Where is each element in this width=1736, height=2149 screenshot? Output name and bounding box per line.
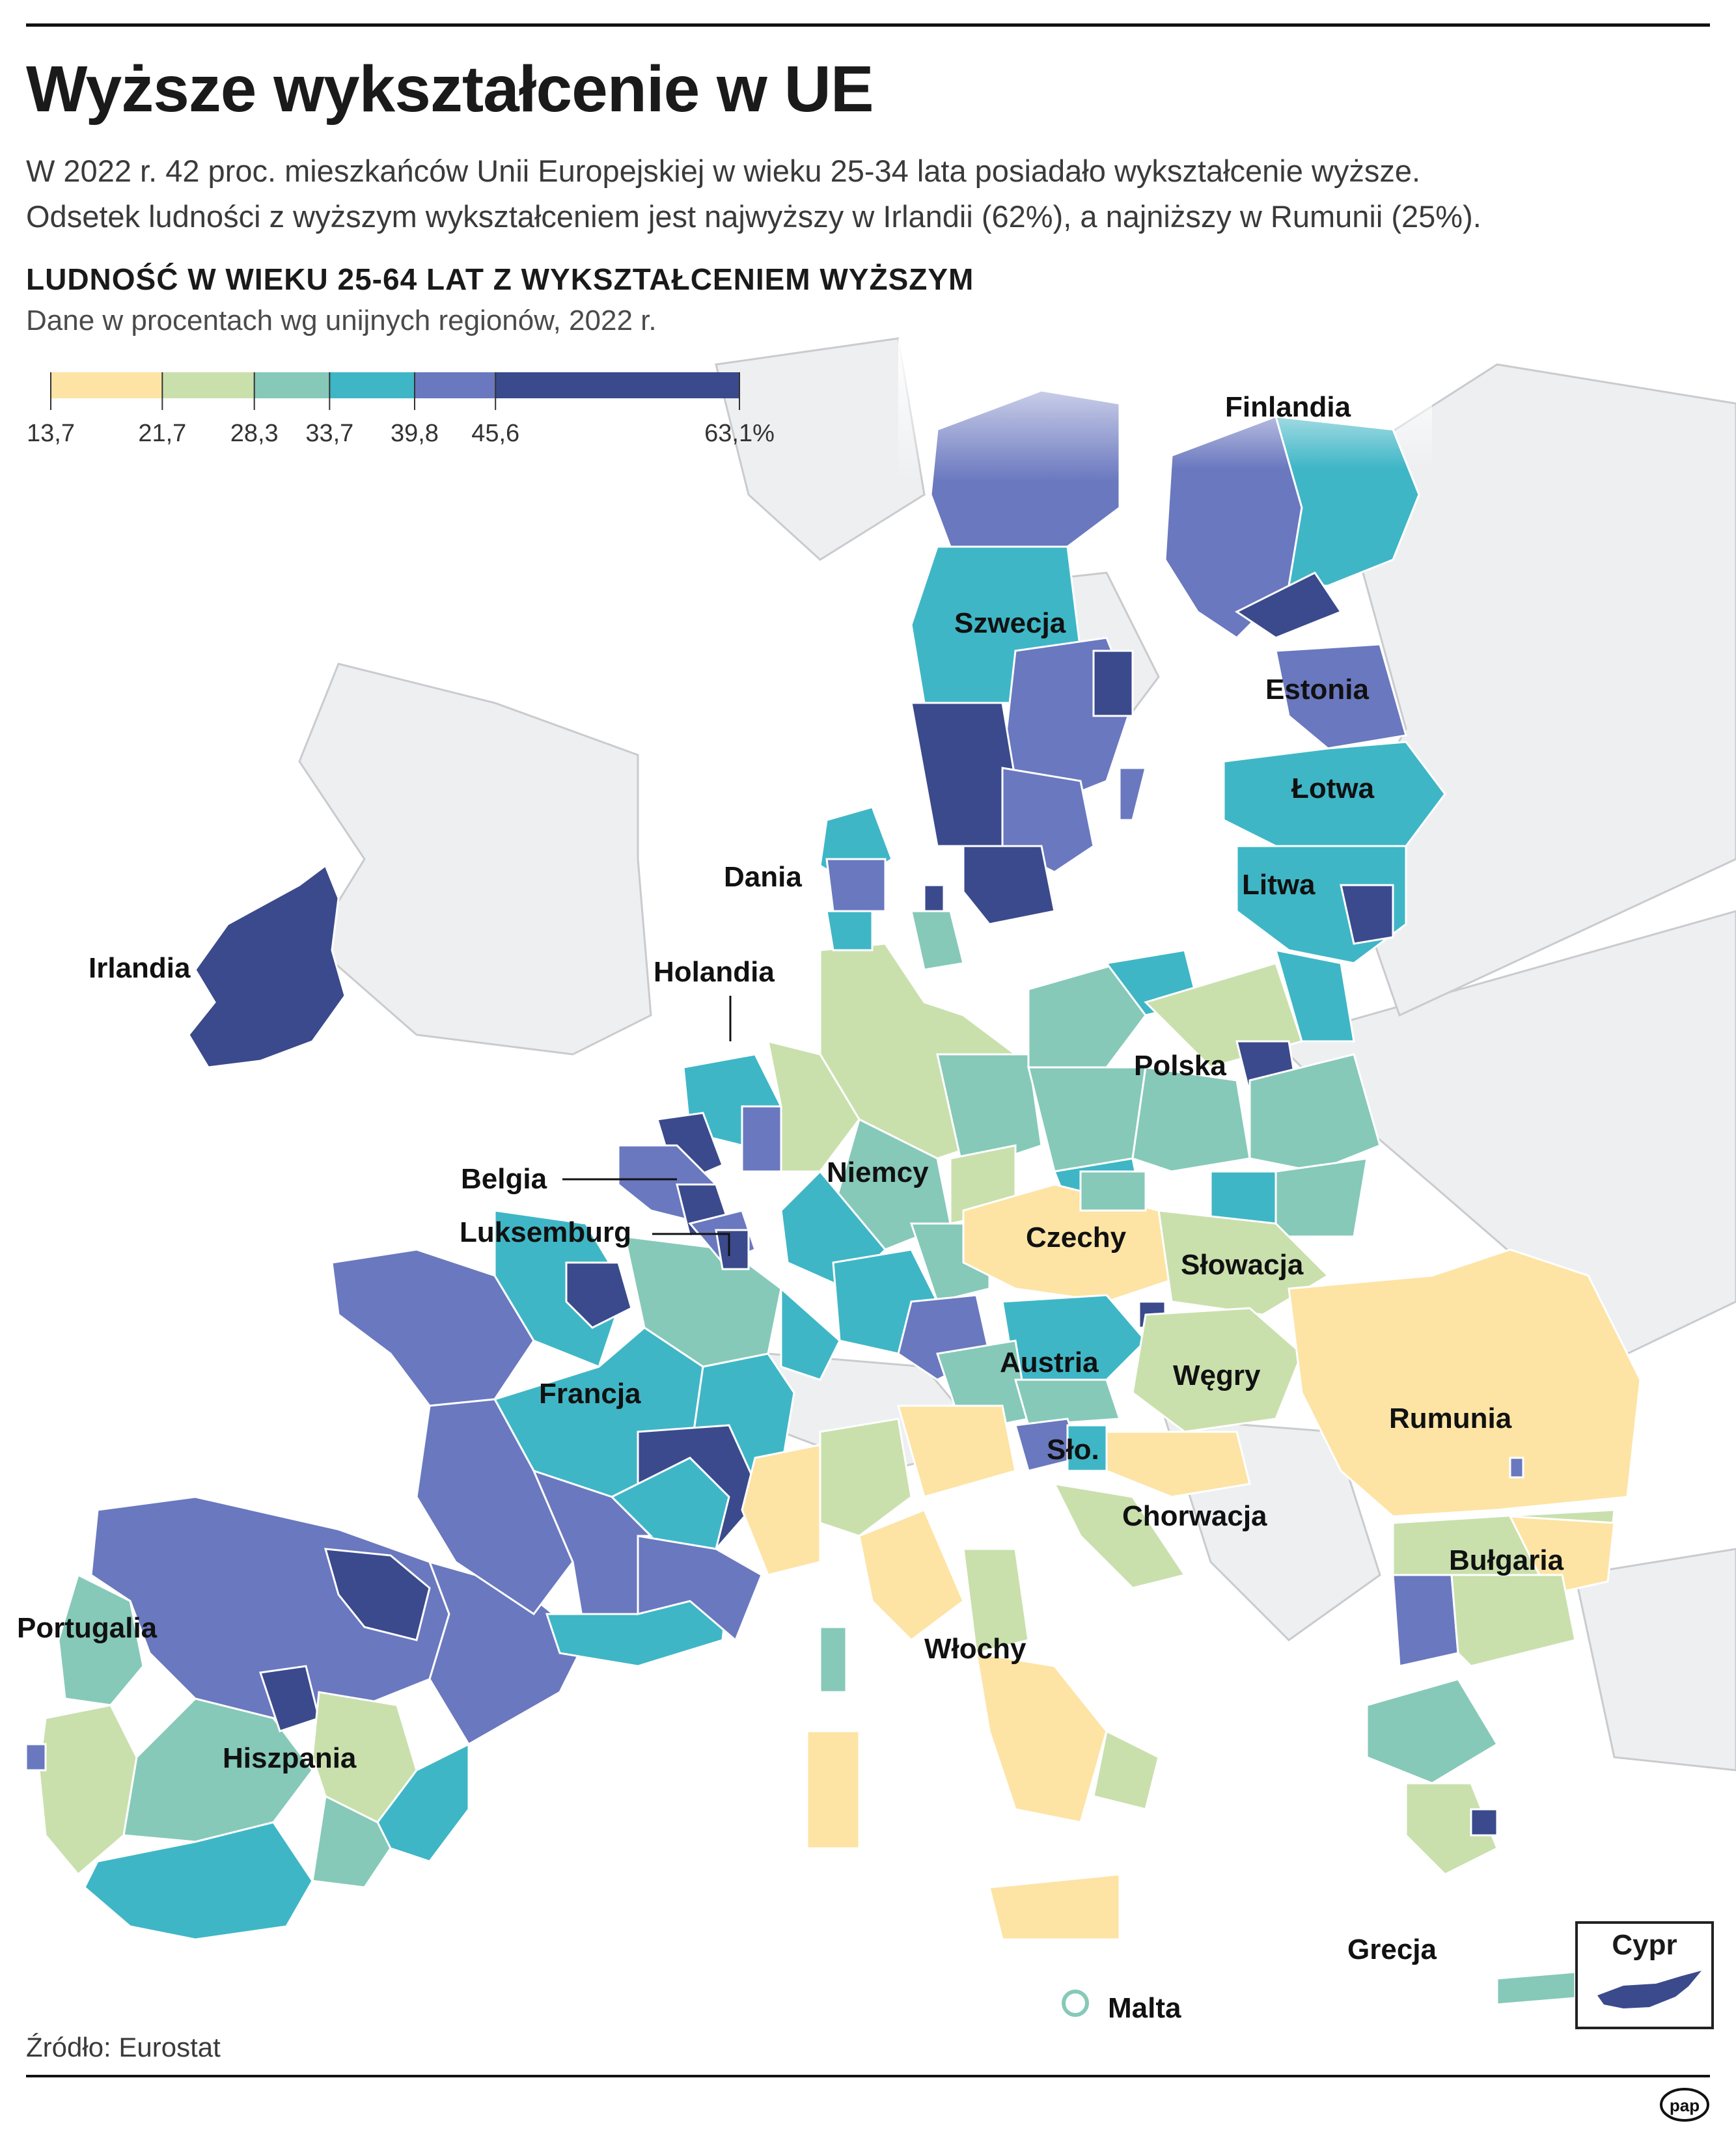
legend-break-label-7: 63,1%: [704, 420, 775, 447]
label-francja: Francja: [539, 1378, 641, 1410]
region-group-ireland: [187, 864, 346, 1069]
legend-break-label-1: 13,7: [27, 420, 75, 447]
label-grecja: Grecja: [1347, 1934, 1437, 1965]
label-austria: Austria: [1000, 1347, 1099, 1378]
source-note: Źródło: Eurostat: [26, 2032, 221, 2062]
label-belgia: Belgia: [461, 1163, 547, 1195]
map-title: LUDNOŚĆ W WIEKU 25-64 LAT Z WYKSZTAŁCENI…: [26, 262, 974, 296]
region-group-baltics: [1222, 643, 1446, 965]
legend-break-label-6: 45,6: [471, 420, 520, 447]
legend-break-label-4: 33,7: [305, 420, 354, 447]
pap-logo: pap: [1660, 2088, 1709, 2122]
label-litwa: Litwa: [1242, 869, 1316, 901]
legend-break-label-5: 39,8: [390, 420, 439, 447]
pap-logo-text: pap: [1670, 2096, 1700, 2115]
label-irlandia: Irlandia: [89, 952, 191, 984]
region-group-iberia: [25, 1496, 587, 1941]
label-slowacja: Słowacja: [1181, 1249, 1304, 1281]
region-group-denmark: [819, 806, 965, 971]
legend-break-label-2: 21,7: [138, 420, 187, 447]
label-niemcy: Niemcy: [827, 1157, 929, 1188]
region-group-poland: [1027, 949, 1381, 1238]
legend-bar: [50, 372, 740, 410]
label-wlochy: Włochy: [924, 1633, 1026, 1665]
bottom-rule: [26, 2075, 1710, 2077]
label-szwecja: Szwecja: [954, 607, 1066, 639]
cypr-label: Cypr: [1612, 1929, 1677, 1961]
legend-swatch-4: [329, 372, 415, 398]
choropleth-map: Finlandia Szwecja Estonia Łotwa Litwa Da…: [17, 337, 1736, 2024]
region-group-france: [331, 1209, 795, 1667]
north-fade-finland: [1159, 364, 1432, 469]
label-holandia: Holandia: [654, 956, 775, 988]
map-subtitle: Dane w procentach wg unijnych regionów, …: [26, 305, 657, 336]
region-group-germany: [767, 942, 1043, 1381]
north-fade: [898, 338, 1159, 482]
label-luksemburg: Luksemburg: [460, 1216, 631, 1248]
cypr-inset: Cypr: [1575, 1921, 1714, 2029]
leader-lines: [562, 996, 732, 1256]
label-czechy: Czechy: [1026, 1222, 1127, 1253]
label-dania: Dania: [724, 861, 802, 893]
page-title: Wyższe wykształcenie w UE: [26, 53, 874, 126]
legend-swatch-2: [162, 372, 255, 398]
label-malta: Malta: [1108, 1992, 1181, 2024]
label-chorwacja: Chorwacja: [1122, 1500, 1267, 1532]
label-finlandia: Finlandia: [1225, 391, 1351, 423]
legend-swatch-5: [414, 372, 496, 398]
malta-marker: [1062, 1990, 1089, 2017]
label-wegry: Węgry: [1173, 1360, 1261, 1391]
label-polska: Polska: [1134, 1050, 1226, 1082]
top-rule: [26, 23, 1710, 27]
label-hiszpania: Hiszpania: [223, 1742, 357, 1774]
region-group-central: [936, 1170, 1330, 1472]
label-bulgaria: Bułgaria: [1449, 1544, 1564, 1576]
region-group-italy: [741, 1404, 1160, 1941]
intro-text: W 2022 r. 42 proc. mieszkańców Unii Euro…: [26, 148, 1692, 240]
label-estonia: Estonia: [1265, 674, 1369, 705]
legend-swatch-1: [51, 372, 163, 398]
label-portugalia: Portugalia: [17, 1612, 158, 1644]
legend-break-label-3: 28,3: [230, 420, 279, 447]
label-lotwa: Łotwa: [1291, 773, 1375, 804]
label-slo: Sło.: [1047, 1434, 1099, 1466]
cypr-shape: [1597, 1971, 1702, 2008]
region-group-southeast: [1053, 1248, 1642, 2006]
legend-swatch-3: [254, 372, 330, 398]
intro-line-1: W 2022 r. 42 proc. mieszkańców Unii Euro…: [26, 154, 1421, 188]
region-group-benelux: [617, 1053, 782, 1270]
label-rumunia: Rumunia: [1389, 1403, 1512, 1434]
legend-swatch-6: [495, 372, 739, 398]
intro-line-2: Odsetek ludności z wyższym wykształcenie…: [26, 199, 1481, 234]
